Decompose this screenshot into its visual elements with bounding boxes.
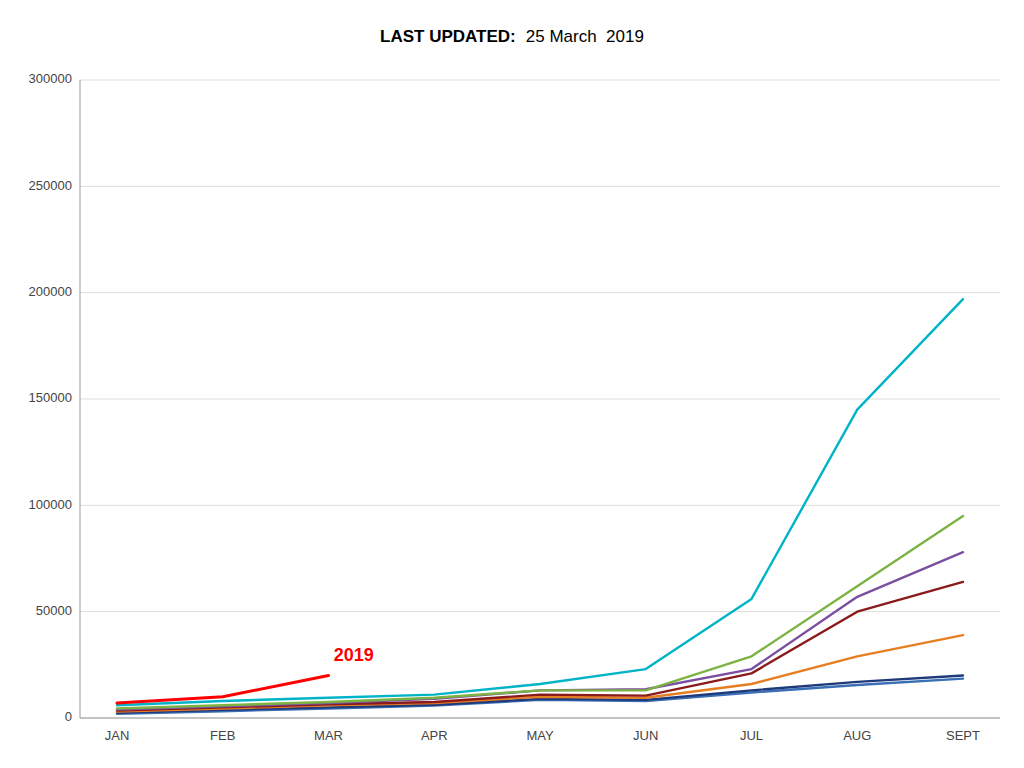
grid-line (80, 292, 1000, 293)
grid-line (80, 399, 1000, 400)
chart: 0 50000 100000 150000 200000 250000 300000 JAN F… (0, 0, 1024, 768)
y-tick-label: 150000 (29, 390, 72, 405)
x-tick-label: JAN (105, 728, 130, 743)
x-tick-label: AUG (843, 728, 871, 743)
x-tick-label: MAY (526, 728, 554, 743)
series-line (117, 299, 963, 705)
series-line (117, 675, 329, 703)
lines (117, 299, 963, 714)
x-tick-label: JUL (740, 728, 763, 743)
y-tick-label: 200000 (29, 284, 72, 299)
grid-line (80, 505, 1000, 506)
y-tick-label: 0 (65, 709, 72, 724)
x-tick-label: APR (421, 728, 448, 743)
grid-line (80, 186, 1000, 187)
x-tick-label: SEPT (946, 728, 980, 743)
y-tick-label: 100000 (29, 497, 72, 512)
y-tick-label: 50000 (36, 603, 72, 618)
title: LAST UPDATED: (380, 27, 516, 46)
grid-line (80, 718, 1000, 719)
annotation: 2019 (334, 645, 374, 665)
y-tick-label: 250000 (29, 178, 72, 193)
x-axis-line (80, 718, 1000, 719)
series-line (117, 516, 963, 708)
grid-line (80, 80, 1000, 81)
x-tick-label: FEB (210, 728, 235, 743)
series-line (117, 552, 963, 709)
y-axis-line (80, 80, 81, 718)
y-tick-label: 300000 (29, 71, 72, 86)
subtitle: 25 March 2019 (526, 27, 644, 46)
x-tick-label: MAR (314, 728, 343, 743)
grid (80, 80, 1000, 718)
axes: 0 50000 100000 150000 200000 250000 300000 JAN F… (29, 71, 1000, 743)
x-tick-label: JUN (633, 728, 658, 743)
